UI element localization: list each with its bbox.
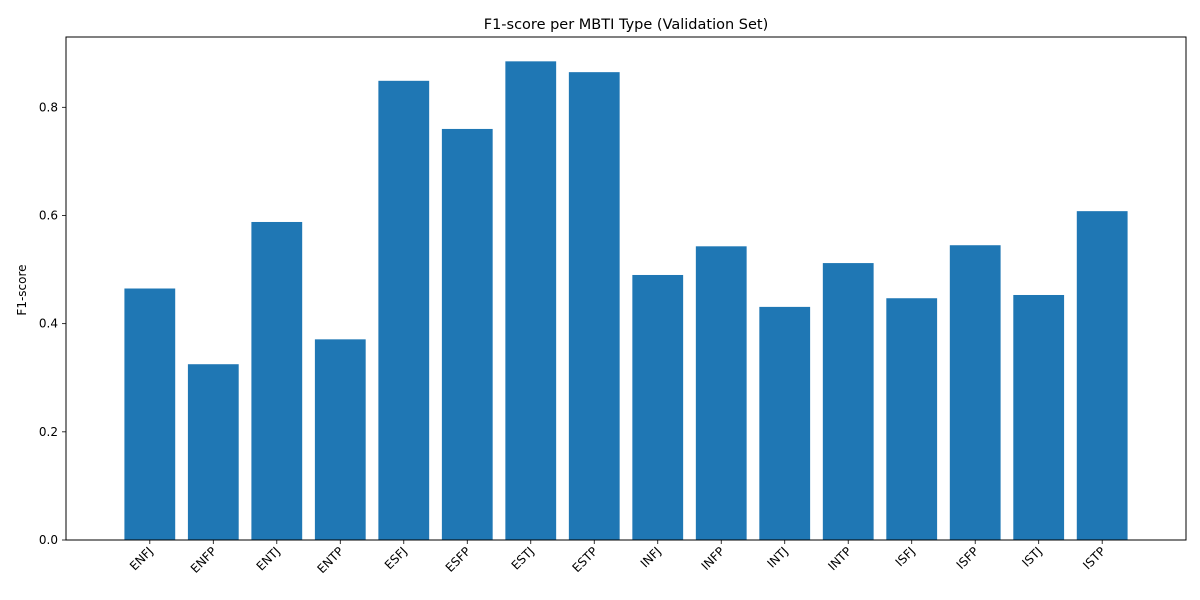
bars-group [124,61,1128,541]
bar-entj [251,221,303,541]
y-axis-title: F1-score [15,264,29,315]
bar-intj [759,306,811,540]
y-tick-label: 0.4 [39,317,58,331]
bar-infp [695,246,747,540]
bar-estp [568,72,620,540]
bar-esfj [378,80,430,540]
bar-enfp [187,364,239,540]
bar-estj [505,61,557,540]
y-tick-label: 0.8 [39,100,58,114]
bar-esfp [441,128,493,541]
bar-isfp [949,245,1001,540]
bar-infj [632,274,684,540]
bar-intp [822,263,874,540]
y-tick-label: 0.0 [39,533,58,547]
bar-enfj [124,288,176,540]
bar-entp [314,339,366,540]
bar-isfj [886,298,938,540]
bar-istp [1076,211,1128,540]
bar-istj [1013,294,1065,540]
y-tick-label: 0.6 [39,208,58,222]
chart-title: F1-score per MBTI Type (Validation Set) [484,17,769,33]
plot-frame [65,36,1187,541]
y-axis-ticks: 0.0 0.2 0.4 0.6 0.8 [39,100,66,547]
y-tick-label: 0.2 [39,425,58,439]
